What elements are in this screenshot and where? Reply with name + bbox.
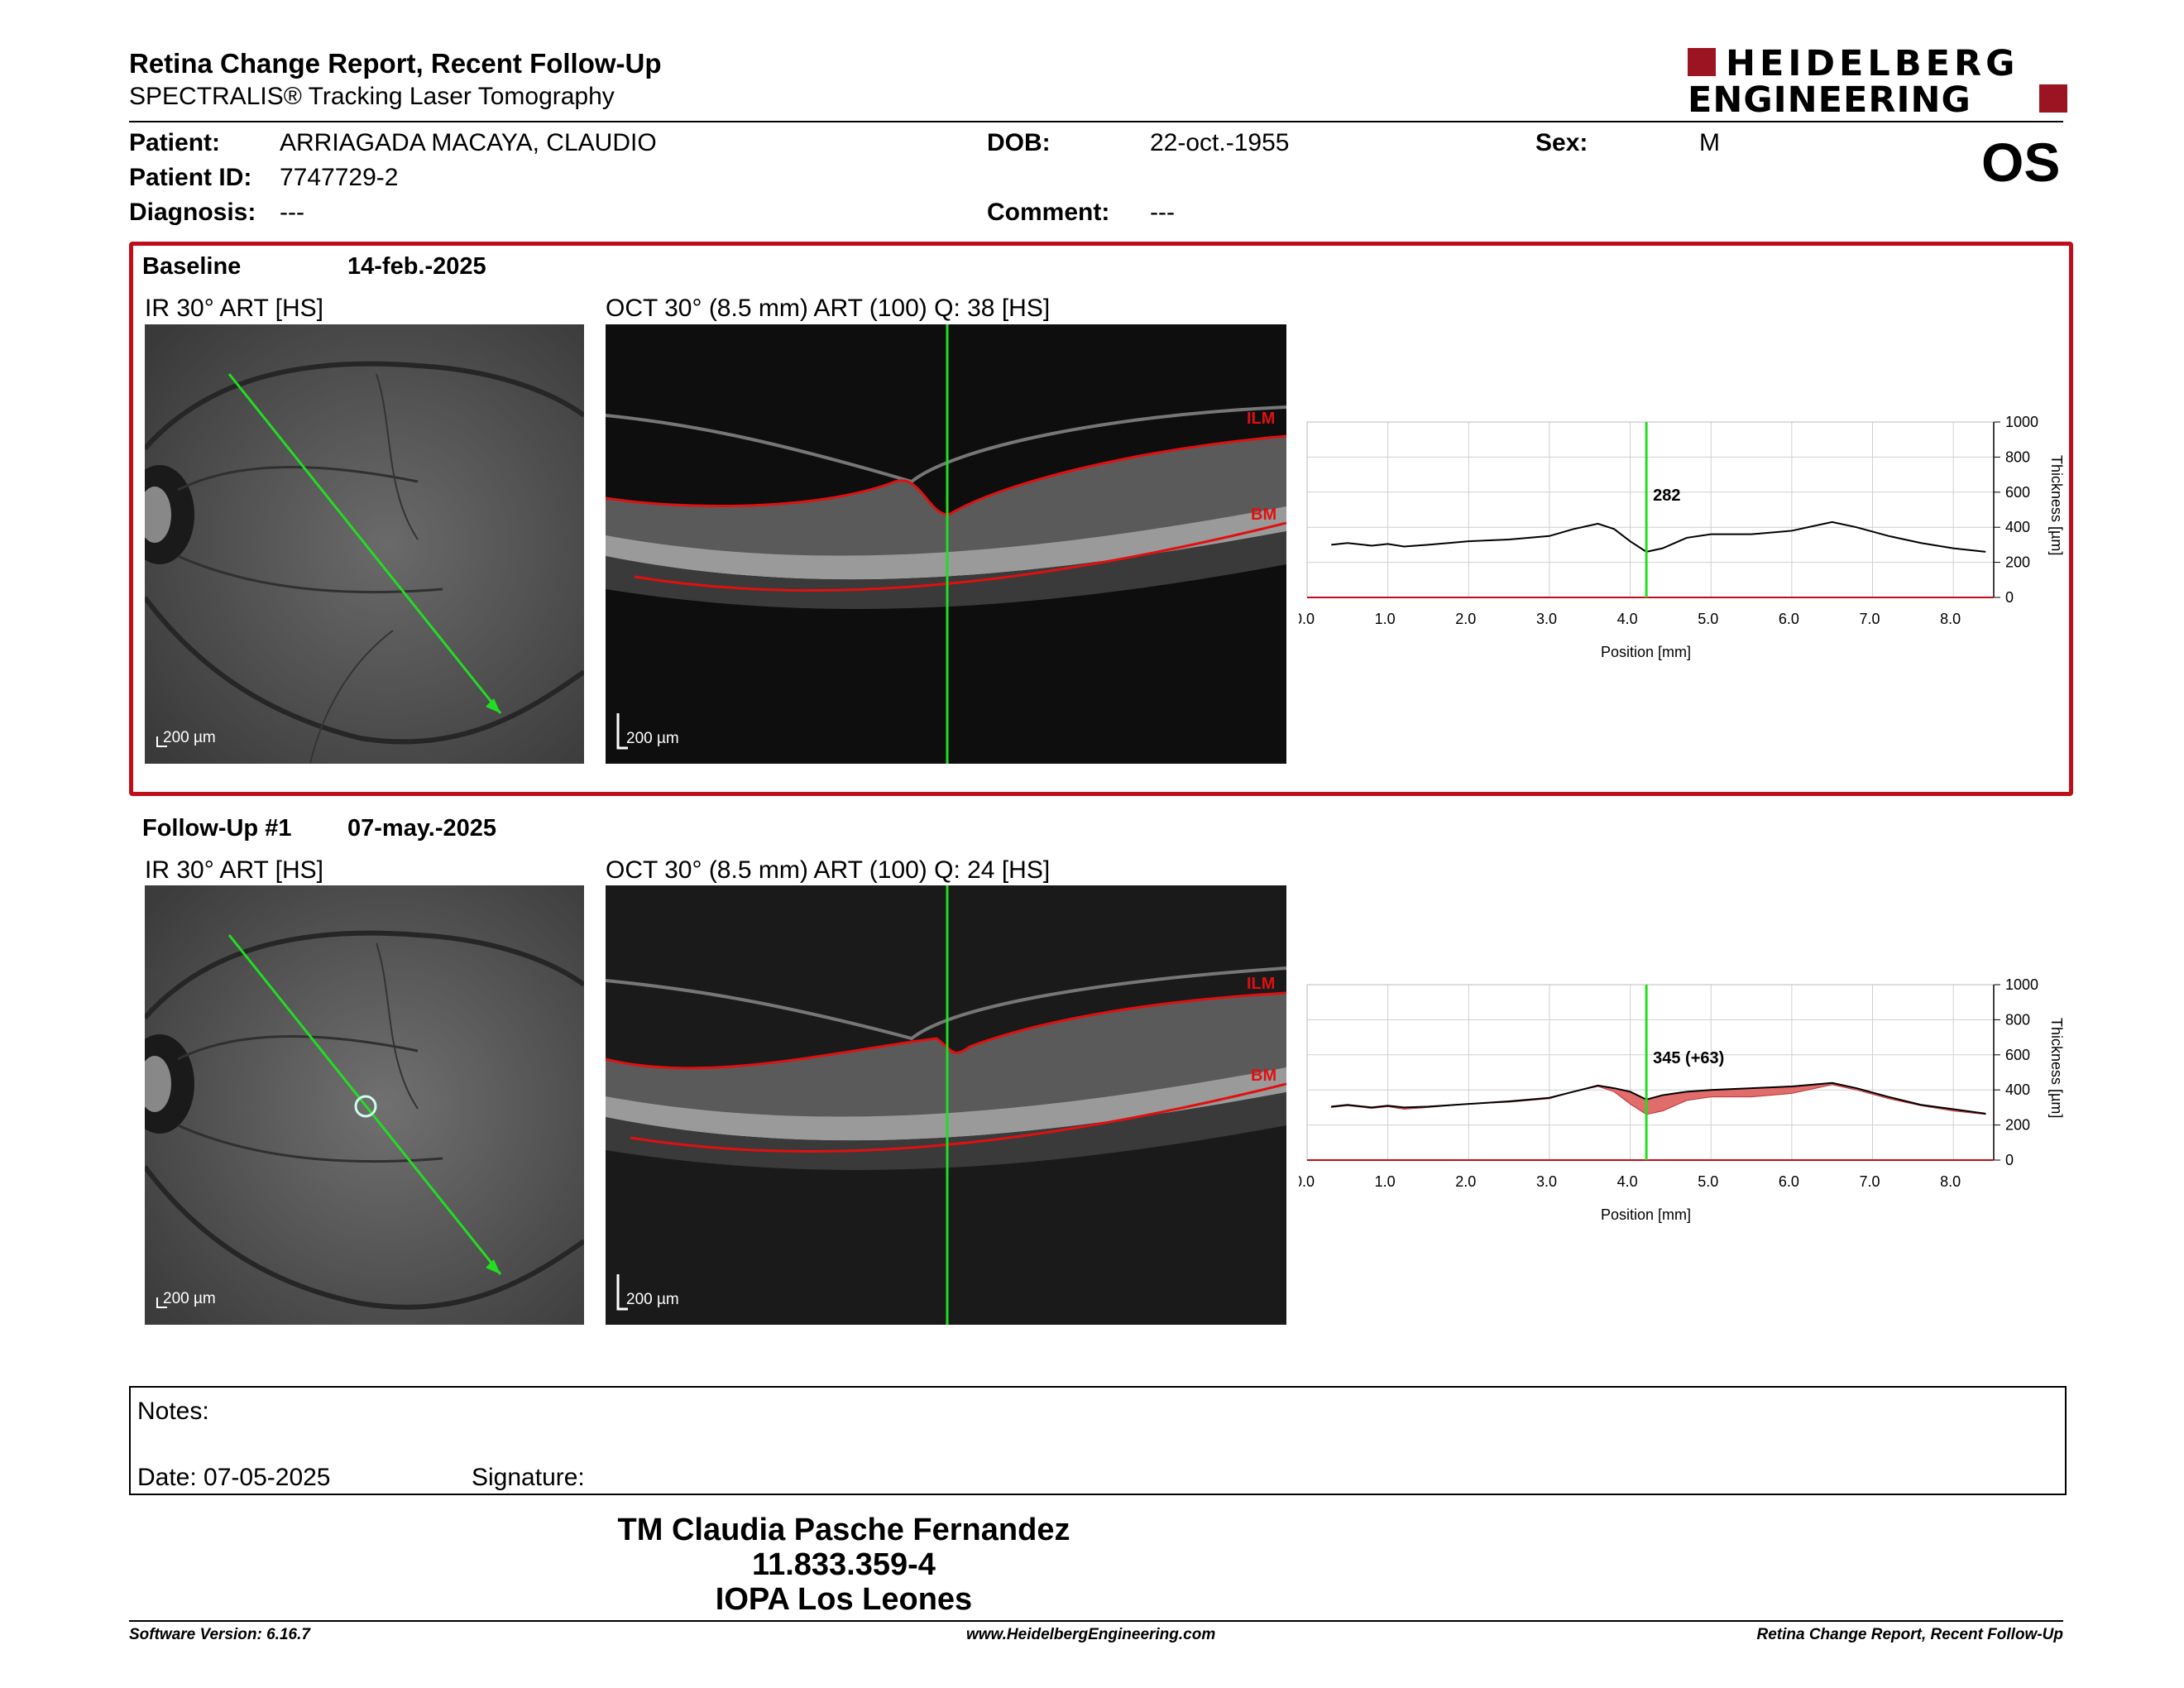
heidelberg-logo: HEIDELBERG ENGINEERING (1688, 43, 2068, 121)
notes-label: Notes: (137, 1398, 209, 1425)
followup-chart-y-tick: 0 (2005, 1152, 2014, 1168)
logo-line1: HEIDELBERG (1726, 43, 2019, 84)
baseline-chart-x-tick: 6.0 (1779, 611, 1799, 627)
baseline-thickness-chart: 0.0 1.0 2.0 3.0 4.0 5.0 6.0 7.0 8.0 0 200 400 600 800… (1299, 414, 2065, 660)
diagnosis-value: --- (280, 199, 304, 226)
baseline-chart-y-tick: 600 (2005, 484, 2030, 501)
baseline-chart-x-tick: 1.0 (1375, 611, 1396, 627)
notes-box: Notes: Date: 07-05-2025 Signature: (129, 1386, 2067, 1495)
footer-software: Software Version: 6.16.7 (129, 1626, 310, 1643)
followup-chart-y-tick: 600 (2005, 1047, 2030, 1063)
comment-value: --- (1150, 199, 1175, 226)
baseline-chart-x-label: Position [mm] (1601, 644, 1691, 660)
followup-ilm-label: ILM (1247, 975, 1275, 993)
sex-label: Sex: (1535, 129, 1588, 156)
baseline-chart-x-tick: 3.0 (1536, 611, 1557, 627)
followup-label: Follow-Up #1 (142, 815, 292, 842)
baseline-oct-scale: 200 µm (626, 730, 679, 747)
baseline-chart-y-label: Thickness [µm] (2048, 455, 2065, 555)
footer-report-name: Retina Change Report, Recent Follow-Up (1756, 1626, 2063, 1643)
followup-chart-x-tick: 6.0 (1779, 1173, 1799, 1190)
baseline-ir-image: 200 µm (145, 324, 584, 764)
followup-oct-scale: 200 µm (626, 1291, 679, 1308)
baseline-bm-label: BM (1251, 506, 1276, 524)
comment-label: Comment: (987, 199, 1110, 226)
baseline-chart-x-tick: 0.0 (1299, 611, 1315, 627)
followup-date: 07-may.-2025 (347, 815, 497, 842)
footer-website[interactable]: www.HeidelbergEngineering.com (966, 1626, 1216, 1643)
signature-id: 11.833.359-4 (752, 1547, 936, 1582)
diagnosis-label: Diagnosis: (129, 199, 256, 226)
baseline-chart-y-tick: 400 (2005, 519, 2030, 535)
followup-ir-image: 200 µm (145, 885, 584, 1325)
followup-chart-x-tick: 7.0 (1860, 1173, 1880, 1190)
baseline-label: Baseline (142, 253, 242, 280)
followup-oct-caption: OCT 30° (8.5 mm) ART (100) Q: 24 [HS] (606, 856, 1051, 884)
baseline-chart-y-tick: 1000 (2005, 414, 2038, 430)
baseline-chart-x-tick: 8.0 (1940, 611, 1961, 627)
signature-name: TM Claudia Pasche Fernandez (617, 1513, 1070, 1547)
notes-date: Date: 07-05-2025 (137, 1464, 331, 1491)
followup-chart-x-tick: 0.0 (1299, 1173, 1315, 1190)
followup-chart-y-tick: 200 (2005, 1117, 2030, 1134)
baseline-ir-scale: 200 µm (163, 729, 216, 746)
baseline-oct-image: ILM BM 200 µm (606, 324, 1286, 764)
followup-bm-label: BM (1251, 1067, 1276, 1085)
followup-oct-image: ILM BM 200 µm (606, 885, 1286, 1325)
baseline-chart-x-tick: 5.0 (1698, 611, 1718, 627)
baseline-chart-y-tick: 800 (2005, 448, 2030, 465)
header-rule (129, 121, 2063, 122)
baseline-chart-x-tick: 7.0 (1860, 611, 1880, 627)
dob-value: 22-oct.-1955 (1150, 129, 1290, 156)
report-title: Retina Change Report, Recent Follow-Up (129, 48, 662, 79)
followup-chart-y-tick: 400 (2005, 1081, 2030, 1098)
report-subtitle: SPECTRALIS® Tracking Laser Tomography (129, 83, 615, 110)
followup-chart-followup-line (1331, 1081, 1986, 1115)
patient-id-value: 7747729-2 (280, 164, 399, 191)
baseline-date: 14-feb.-2025 (347, 253, 486, 280)
followup-ir-scale: 200 µm (163, 1290, 216, 1307)
followup-chart-increase-area (1330, 1082, 1986, 1115)
sex-value: M (1699, 129, 1720, 156)
signature-institution: IOPA Los Leones (715, 1582, 973, 1617)
footer-rule (129, 1620, 2063, 1622)
followup-chart-x-label: Position [mm] (1601, 1206, 1691, 1223)
baseline-ilm-label: ILM (1247, 410, 1275, 428)
dob-label: DOB: (987, 129, 1051, 156)
followup-chart-y-tick: 800 (2005, 1011, 2030, 1028)
patient-name: ARRIAGADA MACAYA, CLAUDIO (280, 129, 657, 156)
baseline-chart-plot-frame (1306, 421, 1995, 598)
baseline-oct-caption: OCT 30° (8.5 mm) ART (100) Q: 38 [HS] (606, 295, 1051, 322)
baseline-chart-y-tick: 0 (2005, 589, 2014, 606)
followup-chart-x-tick: 4.0 (1617, 1173, 1638, 1190)
followup-chart-x-tick: 8.0 (1940, 1173, 1961, 1190)
followup-chart-x-tick: 3.0 (1536, 1173, 1557, 1190)
followup-chart-marker-value: 345 (+63) (1653, 1049, 1724, 1067)
baseline-chart-x-tick: 2.0 (1455, 611, 1476, 627)
baseline-chart-marker-value: 282 (1653, 487, 1680, 505)
baseline-chart-y-tick: 200 (2005, 554, 2030, 571)
followup-chart-y-tick: 1000 (2005, 976, 2038, 993)
signature-label: Signature: (472, 1464, 585, 1491)
followup-chart-plot-frame (1306, 984, 1995, 1161)
baseline-ir-caption: IR 30° ART [HS] (145, 295, 323, 322)
baseline-chart-baseline-line (1331, 520, 1986, 553)
baseline-section (129, 242, 2073, 796)
followup-thickness-chart: 0.0 1.0 2.0 3.0 4.0 5.0 6.0 7.0 8.0 0 200 400 600 800… (1299, 976, 2065, 1223)
patient-id-label: Patient ID: (129, 164, 252, 191)
followup-chart-y-label: Thickness [µm] (2048, 1018, 2065, 1118)
followup-ir-caption: IR 30° ART [HS] (145, 856, 323, 884)
baseline-chart-x-tick: 4.0 (1617, 611, 1638, 627)
followup-chart-x-tick: 5.0 (1698, 1173, 1718, 1190)
followup-chart-x-tick: 1.0 (1375, 1173, 1396, 1190)
eye-indicator: OS (1981, 132, 2061, 193)
followup-chart-x-tick: 2.0 (1455, 1173, 1476, 1190)
logo-line2: ENGINEERING (1688, 79, 1971, 121)
patient-label: Patient: (129, 129, 221, 156)
